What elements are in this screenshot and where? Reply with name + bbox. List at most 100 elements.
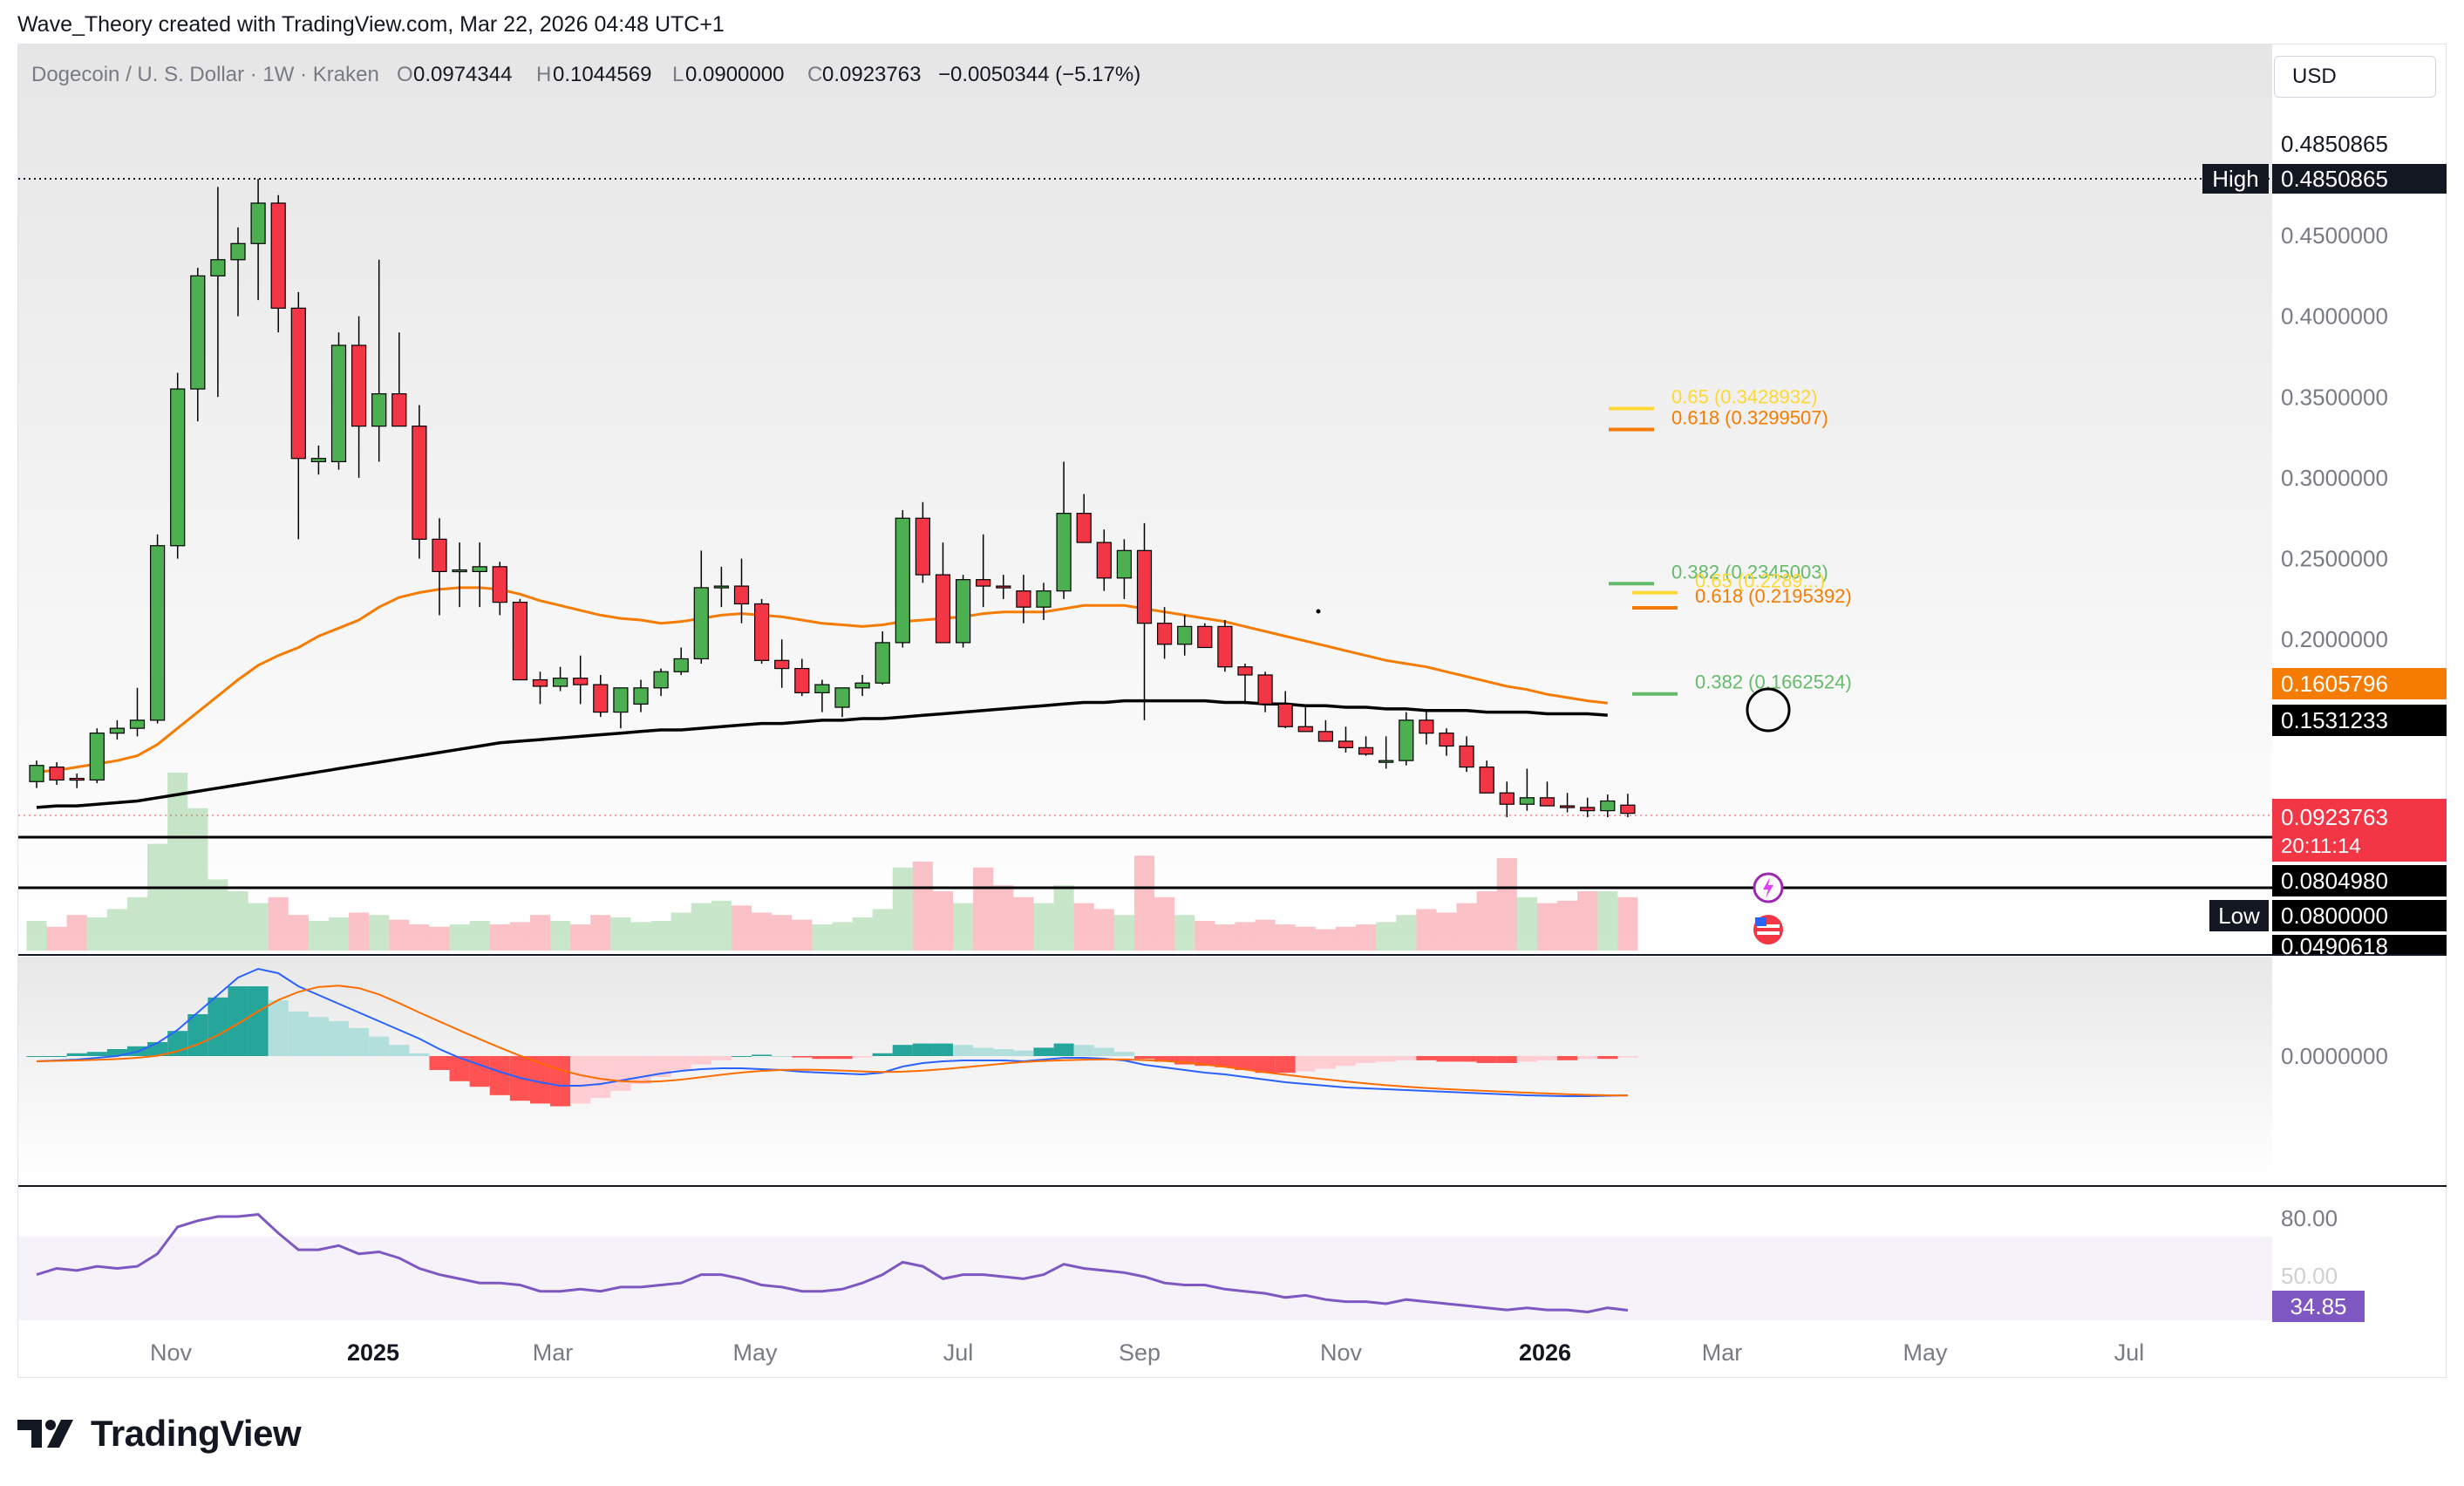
candle[interactable]	[1399, 712, 1414, 766]
volume-bar	[489, 924, 510, 951]
candle[interactable]	[552, 666, 568, 692]
currency-button[interactable]: USD	[2274, 56, 2436, 98]
candle[interactable]	[29, 760, 44, 788]
candle[interactable]	[1116, 539, 1133, 599]
candle[interactable]	[190, 268, 206, 422]
candle[interactable]	[230, 227, 246, 317]
svg-text:0.0490618: 0.0490618	[2281, 933, 2388, 959]
candle[interactable]	[1559, 793, 1576, 813]
open-label: O	[397, 63, 413, 86]
candle[interactable]	[713, 566, 730, 608]
candle[interactable]	[1096, 529, 1112, 591]
candle[interactable]	[49, 762, 65, 785]
candle[interactable]	[1156, 607, 1173, 659]
candle[interactable]	[129, 687, 146, 737]
candle[interactable]	[1217, 619, 1233, 672]
macd-histogram-bar	[1013, 1050, 1034, 1056]
candle[interactable]	[1620, 794, 1636, 818]
candle[interactable]	[170, 372, 186, 559]
candle[interactable]	[351, 316, 367, 478]
candle[interactable]	[875, 631, 890, 685]
volume-bar	[409, 924, 430, 951]
candle[interactable]	[774, 639, 790, 688]
candle[interactable]	[1177, 615, 1193, 656]
event-icon-lightning[interactable]	[1753, 872, 1784, 903]
candle[interactable]	[976, 534, 991, 608]
candle[interactable]	[1076, 494, 1092, 543]
candle[interactable]	[1016, 575, 1031, 624]
candle[interactable]	[814, 679, 830, 712]
candle[interactable]	[1439, 728, 1454, 756]
candle[interactable]	[895, 509, 910, 648]
attribution-text: Wave_Theory created with TradingView.com…	[17, 12, 725, 37]
candle[interactable]	[593, 674, 609, 718]
high-label: H	[536, 63, 551, 86]
candle[interactable]	[633, 679, 649, 712]
candle[interactable]	[1338, 726, 1354, 753]
candle[interactable]	[310, 445, 326, 475]
candle[interactable]	[432, 518, 447, 616]
event-icon-us-flag[interactable]	[1753, 915, 1783, 944]
candle[interactable]	[1479, 760, 1494, 794]
candle[interactable]	[1600, 794, 1616, 818]
candle[interactable]	[1499, 781, 1514, 818]
candle[interactable]	[512, 598, 528, 681]
volume-bar	[932, 891, 954, 951]
candle[interactable]	[1257, 671, 1273, 712]
candle[interactable]	[492, 562, 507, 616]
candles-layer[interactable]	[29, 179, 1636, 818]
candle[interactable]	[150, 534, 166, 724]
candle[interactable]	[452, 542, 467, 608]
candle[interactable]	[935, 542, 951, 644]
candle[interactable]	[1237, 664, 1253, 705]
candle[interactable]	[330, 332, 347, 470]
candle[interactable]	[1277, 691, 1293, 729]
candle[interactable]	[854, 674, 870, 697]
top-price-label: 0.4850865	[2281, 131, 2388, 157]
brand-name: TradingView	[91, 1413, 302, 1454]
candle[interactable]	[391, 332, 407, 427]
candle[interactable]	[915, 501, 931, 583]
candle[interactable]	[472, 542, 487, 608]
candle[interactable]	[1539, 781, 1555, 807]
crossover-circle-annotation[interactable]	[1746, 687, 1791, 733]
candle[interactable]	[89, 728, 105, 784]
volume-bar	[1536, 903, 1558, 951]
candle[interactable]	[210, 187, 226, 398]
candle[interactable]	[1358, 736, 1374, 756]
candle[interactable]	[69, 774, 85, 788]
candle[interactable]	[1378, 736, 1394, 769]
candle[interactable]	[573, 655, 589, 705]
candle[interactable]	[1459, 736, 1474, 773]
candle[interactable]	[270, 194, 286, 333]
macd-histogram-bar	[1053, 1043, 1074, 1056]
candle[interactable]	[1136, 522, 1153, 720]
candle[interactable]	[1297, 707, 1313, 733]
candle[interactable]	[1056, 461, 1072, 599]
candle[interactable]	[753, 598, 770, 665]
candle[interactable]	[1519, 768, 1535, 811]
candle[interactable]	[532, 671, 548, 705]
candle[interactable]	[613, 687, 629, 729]
candle[interactable]	[290, 291, 306, 540]
candle[interactable]	[1419, 712, 1434, 745]
candle[interactable]	[653, 668, 669, 697]
candle[interactable]	[955, 575, 971, 648]
candle[interactable]	[996, 575, 1011, 599]
candle[interactable]	[250, 179, 266, 301]
candle[interactable]	[1197, 623, 1213, 649]
candle[interactable]	[1580, 797, 1596, 818]
candle[interactable]	[1317, 719, 1334, 742]
candle[interactable]	[109, 719, 126, 740]
candle[interactable]	[673, 647, 689, 675]
candle[interactable]	[412, 405, 427, 559]
candle[interactable]	[794, 658, 810, 697]
candle[interactable]	[1036, 583, 1052, 620]
candle[interactable]	[834, 687, 850, 718]
volume-bar	[610, 917, 631, 951]
time-axis[interactable]: Nov 2025 Mar May Jul Sep Nov 2026 Mar May Jul	[150, 1339, 2144, 1366]
candle[interactable]	[693, 550, 709, 665]
candle[interactable]	[371, 259, 387, 462]
candle[interactable]	[733, 558, 750, 624]
